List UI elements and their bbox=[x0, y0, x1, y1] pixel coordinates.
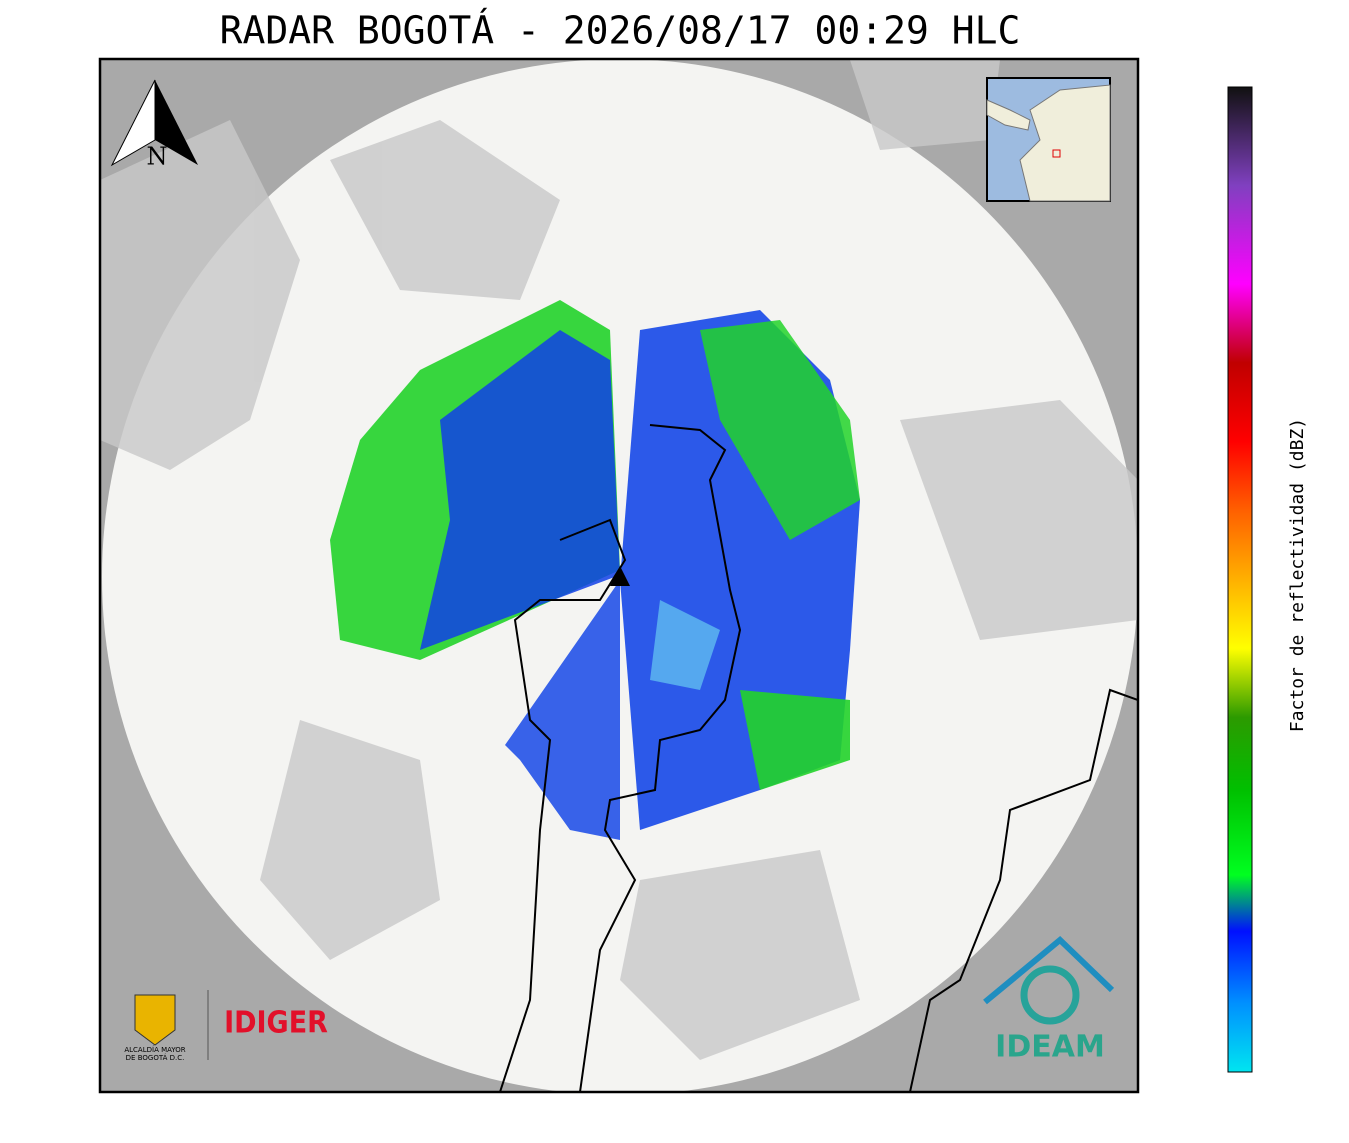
alcaldia-logo: ALCALDÍA MAYOR DE BOGOTÁ D.C. IDIGER bbox=[124, 990, 328, 1062]
radar-echo bbox=[330, 300, 860, 840]
boundaries bbox=[499, 424, 1138, 1092]
north-label: N bbox=[147, 143, 168, 171]
north-arrow: N bbox=[110, 79, 198, 171]
idiger-logo: IDIGER bbox=[224, 1006, 328, 1041]
alcaldia-text: DE BOGOTÁ D.C. bbox=[126, 1053, 185, 1062]
inset-map bbox=[986, 77, 1111, 202]
terrain bbox=[100, 60, 1138, 1060]
title: RADAR BOGOTÁ - 2026/08/17 00:29 HLC bbox=[220, 9, 1021, 53]
map-area: N ALCALDÍA MAYOR DE BOGOTÁ D.C. IDIGER I… bbox=[100, 59, 1138, 1092]
colorbar-label: Factor de reflectividad (dBZ) bbox=[1287, 418, 1308, 732]
ideam-logo: IDEAM bbox=[983, 935, 1115, 1065]
alcaldia-text: ALCALDÍA MAYOR bbox=[124, 1045, 185, 1054]
colorbar bbox=[1227, 86, 1253, 1073]
radar-site bbox=[610, 566, 630, 586]
map-frame bbox=[98, 57, 1140, 1094]
ideam-text: IDEAM bbox=[995, 1030, 1105, 1065]
